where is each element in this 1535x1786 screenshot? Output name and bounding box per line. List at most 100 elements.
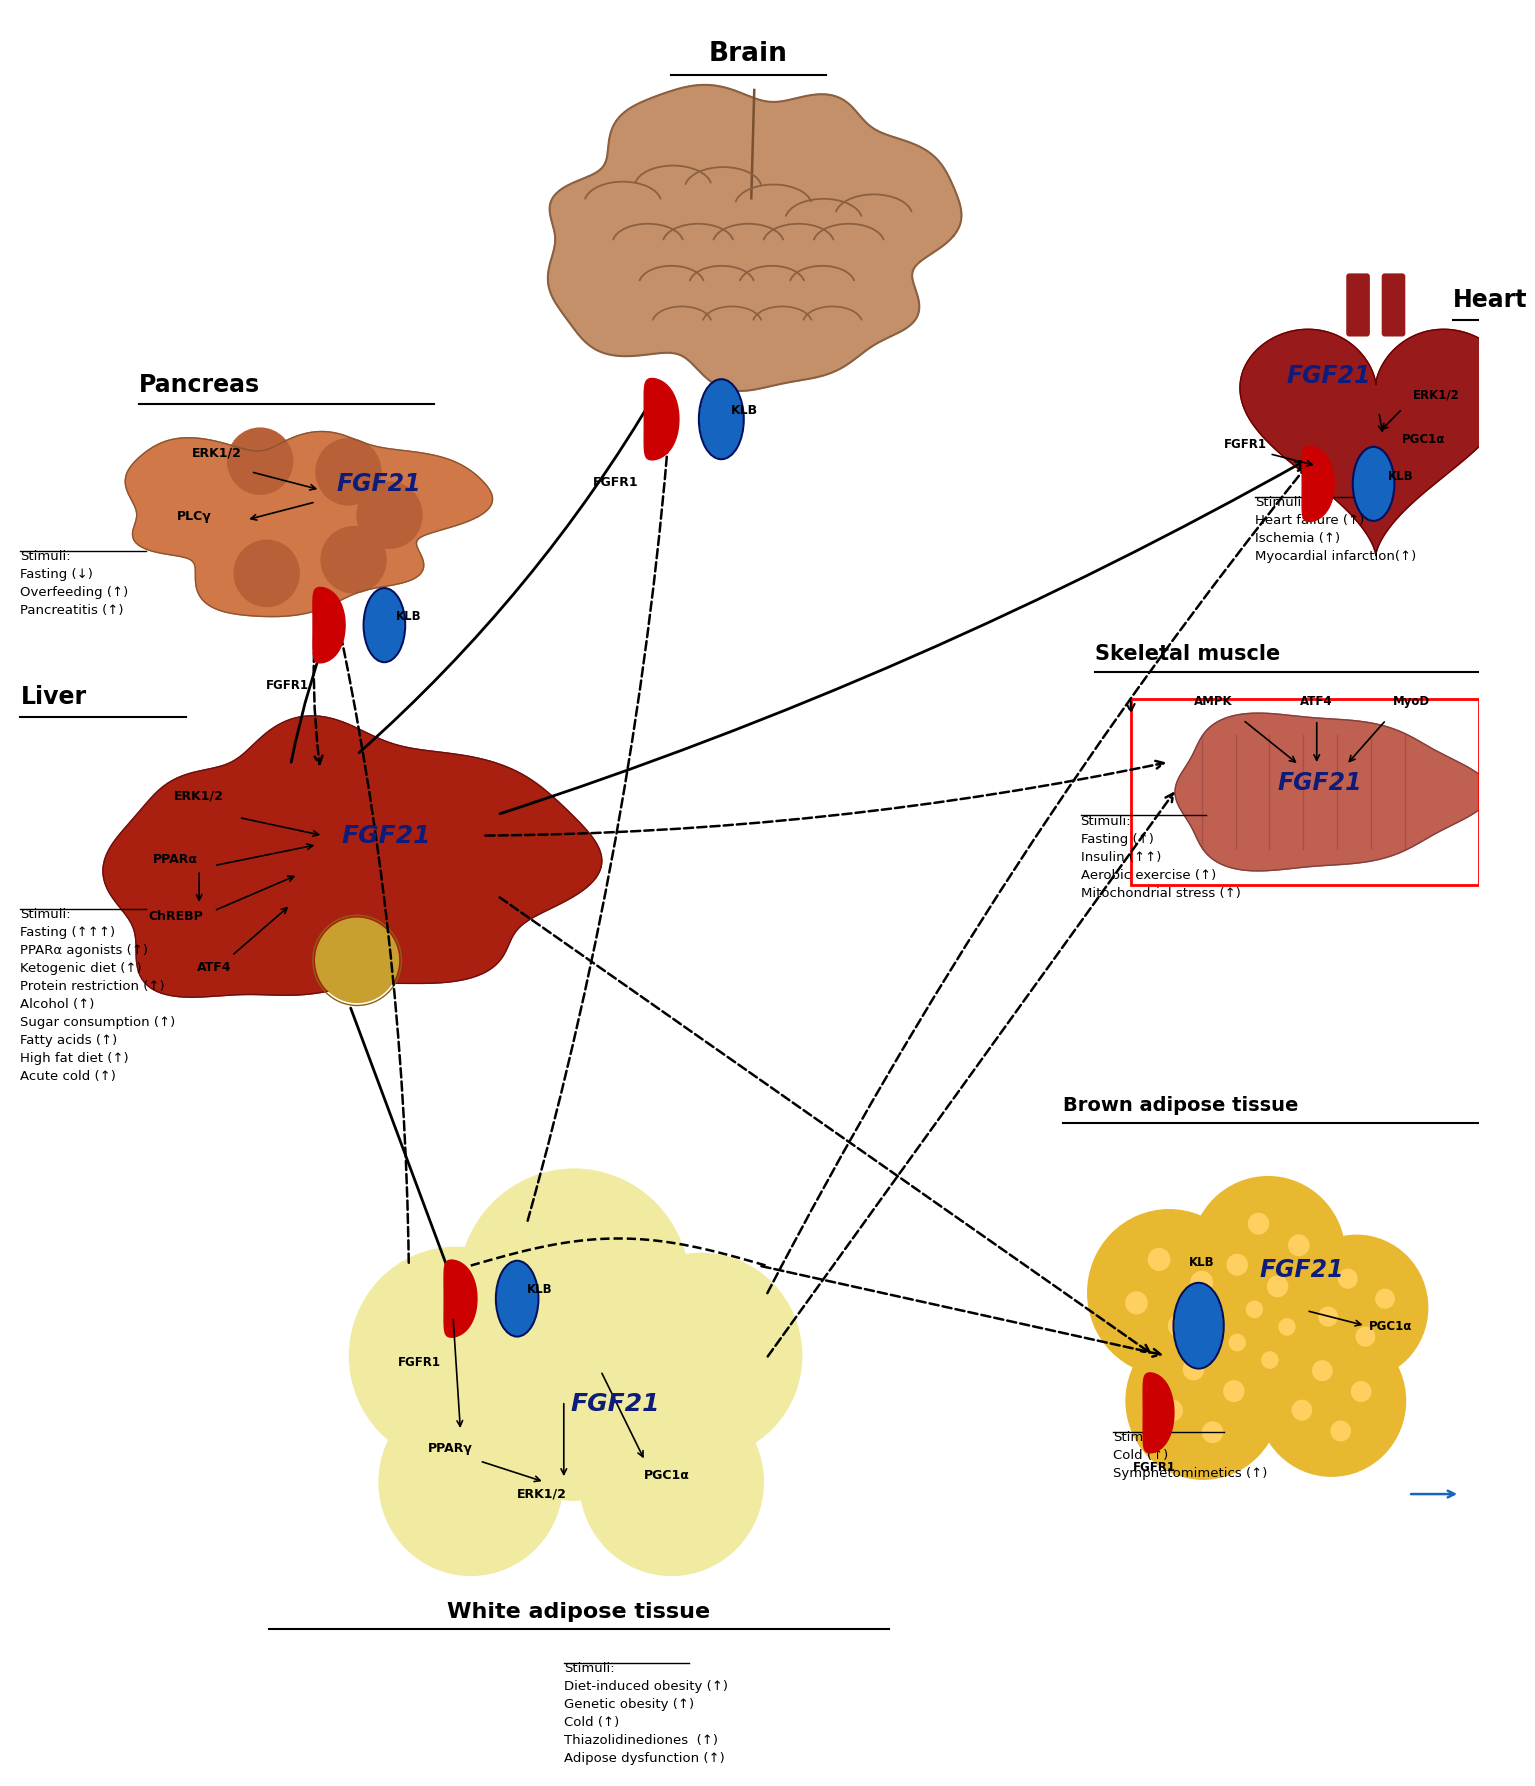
- Circle shape: [227, 429, 293, 495]
- Circle shape: [316, 918, 399, 1002]
- Text: KLB: KLB: [527, 1282, 553, 1297]
- Circle shape: [1288, 1234, 1309, 1256]
- Text: AMPK: AMPK: [1194, 695, 1233, 707]
- Circle shape: [1331, 1420, 1351, 1441]
- Circle shape: [1127, 1323, 1280, 1479]
- Text: KLB: KLB: [1188, 1256, 1214, 1268]
- Polygon shape: [548, 86, 961, 391]
- Circle shape: [580, 1390, 763, 1575]
- Circle shape: [350, 1247, 562, 1465]
- Circle shape: [1279, 1318, 1296, 1336]
- Ellipse shape: [700, 380, 743, 457]
- Circle shape: [1228, 1334, 1246, 1352]
- Circle shape: [358, 482, 422, 548]
- Circle shape: [1266, 1275, 1288, 1297]
- Text: FGF21: FGF21: [342, 823, 431, 848]
- Text: FGF21: FGF21: [571, 1391, 660, 1416]
- Circle shape: [1183, 1359, 1205, 1381]
- Circle shape: [1162, 1400, 1183, 1422]
- Ellipse shape: [497, 1263, 537, 1336]
- Text: Stimuli:
Heart failure (↑)
Ischemia (↑)
Myocardial infarction(↑): Stimuli: Heart failure (↑) Ischemia (↑) …: [1254, 497, 1415, 563]
- Text: PGC1α: PGC1α: [1403, 434, 1446, 446]
- Circle shape: [1148, 1248, 1170, 1272]
- Circle shape: [1125, 1291, 1148, 1314]
- Circle shape: [1191, 1177, 1345, 1332]
- Polygon shape: [645, 379, 678, 459]
- Text: Stimuli:
Diet-induced obesity (↑)
Genetic obesity (↑)
Cold (↑)
Thiazolidinedione: Stimuli: Diet-induced obesity (↑) Geneti…: [563, 1663, 728, 1765]
- Text: Stimuli:
Fasting (↑)
Insulin (↑↑)
Aerobic exercise (↑)
Mitochondrial stress (↑): Stimuli: Fasting (↑) Insulin (↑↑) Aerobi…: [1081, 814, 1240, 900]
- Circle shape: [1226, 1254, 1248, 1275]
- Text: Stimuli:
Fasting (↑↑↑)
PPARα agonists (↑)
Ketogenic diet (↑)
Protein restriction: Stimuli: Fasting (↑↑↑) PPARα agonists (↑…: [20, 907, 175, 1082]
- Circle shape: [1190, 1272, 1213, 1293]
- Text: Brown adipose tissue: Brown adipose tissue: [1062, 1097, 1299, 1114]
- Text: PPARα: PPARα: [154, 852, 198, 866]
- Circle shape: [1375, 1288, 1395, 1309]
- Text: ERK1/2: ERK1/2: [192, 446, 243, 459]
- Text: Stimuli:
Cold (↑)
Symphetomimetics (↑): Stimuli: Cold (↑) Symphetomimetics (↑): [1113, 1431, 1268, 1481]
- Text: FGFR1: FGFR1: [1225, 438, 1268, 450]
- Text: FGFR1: FGFR1: [266, 679, 309, 693]
- Circle shape: [1200, 1272, 1325, 1398]
- Text: FGF21: FGF21: [1277, 772, 1362, 795]
- Circle shape: [491, 1332, 657, 1500]
- Circle shape: [459, 1170, 689, 1404]
- Text: Heart: Heart: [1452, 289, 1527, 313]
- Circle shape: [1248, 1213, 1269, 1234]
- Polygon shape: [1240, 329, 1512, 555]
- Text: FGFR1: FGFR1: [593, 477, 639, 489]
- Circle shape: [1246, 1300, 1263, 1318]
- Ellipse shape: [365, 589, 404, 661]
- Circle shape: [1291, 1400, 1312, 1420]
- Circle shape: [1319, 1307, 1339, 1327]
- Circle shape: [235, 539, 299, 607]
- Text: ERK1/2: ERK1/2: [1412, 388, 1460, 402]
- Text: ERK1/2: ERK1/2: [173, 789, 224, 802]
- Text: Brain: Brain: [709, 41, 787, 68]
- Text: PGC1α: PGC1α: [645, 1470, 691, 1482]
- Text: PLCγ: PLCγ: [178, 511, 212, 523]
- Text: PGC1α: PGC1α: [1368, 1320, 1412, 1332]
- Text: Stimuli:
Fasting (↓)
Overfeeding (↑)
Pancreatitis (↑): Stimuli: Fasting (↓) Overfeeding (↑) Pan…: [20, 550, 129, 616]
- Text: MyoD: MyoD: [1392, 695, 1429, 707]
- Bar: [1131, 698, 1480, 886]
- Text: KLB: KLB: [731, 404, 758, 416]
- Polygon shape: [1302, 446, 1334, 522]
- Circle shape: [1202, 1422, 1223, 1443]
- Text: ERK1/2: ERK1/2: [517, 1488, 566, 1500]
- Circle shape: [379, 1390, 562, 1575]
- Circle shape: [1262, 1352, 1279, 1368]
- Text: KLB: KLB: [1388, 470, 1414, 482]
- Polygon shape: [1144, 1373, 1174, 1452]
- Circle shape: [1088, 1209, 1251, 1375]
- Text: Pancreas: Pancreas: [138, 373, 259, 396]
- Text: ATF4: ATF4: [196, 961, 232, 973]
- Text: FGF21: FGF21: [338, 472, 422, 497]
- Text: Liver: Liver: [20, 686, 86, 709]
- Text: FGF21: FGF21: [1286, 364, 1371, 388]
- Text: PPARγ: PPARγ: [428, 1441, 473, 1456]
- Text: ATF4: ATF4: [1300, 695, 1332, 707]
- Circle shape: [1168, 1314, 1191, 1338]
- Circle shape: [1257, 1325, 1406, 1475]
- Circle shape: [1312, 1361, 1332, 1381]
- Text: FGF21: FGF21: [1260, 1257, 1345, 1282]
- Polygon shape: [1176, 713, 1490, 872]
- Text: Skeletal muscle: Skeletal muscle: [1096, 645, 1280, 664]
- Text: ChREBP: ChREBP: [149, 909, 203, 923]
- Polygon shape: [444, 1261, 477, 1338]
- FancyBboxPatch shape: [1346, 273, 1369, 336]
- Polygon shape: [103, 716, 602, 997]
- Text: FGFR1: FGFR1: [398, 1356, 441, 1368]
- Text: FGFR1: FGFR1: [1133, 1461, 1176, 1473]
- Circle shape: [1351, 1381, 1371, 1402]
- Ellipse shape: [1174, 1284, 1222, 1366]
- Circle shape: [1339, 1268, 1358, 1289]
- Circle shape: [321, 527, 387, 593]
- Polygon shape: [313, 588, 345, 663]
- Polygon shape: [126, 432, 493, 616]
- FancyBboxPatch shape: [1382, 273, 1406, 336]
- Text: KLB: KLB: [396, 609, 421, 623]
- Circle shape: [316, 439, 381, 505]
- Circle shape: [1223, 1381, 1245, 1402]
- Circle shape: [1355, 1327, 1375, 1347]
